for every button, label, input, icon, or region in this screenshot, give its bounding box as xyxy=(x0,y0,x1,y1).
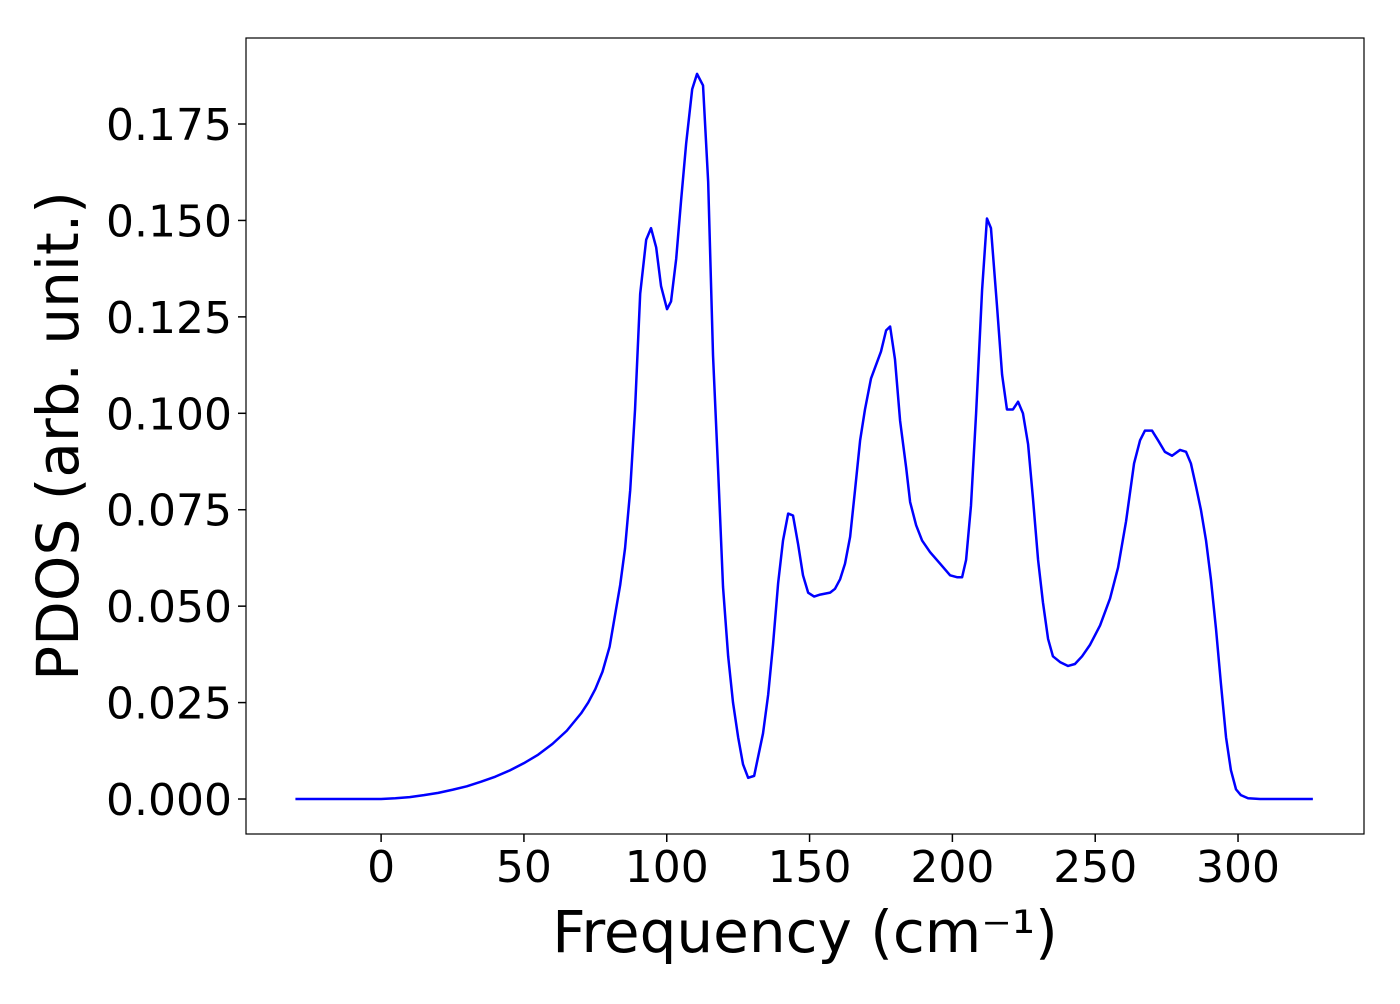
x-axis-label: Frequency (cm⁻¹) xyxy=(552,898,1058,966)
y-tick-label: 0.175 xyxy=(106,100,232,151)
y-tick-label: 0.150 xyxy=(106,196,232,247)
x-tick-label: 150 xyxy=(768,842,852,893)
plot-frame xyxy=(245,37,1365,835)
y-tick-label: 0.075 xyxy=(106,486,232,537)
y-tick-label: 0.050 xyxy=(106,582,232,633)
y-tick-label: 0.125 xyxy=(106,293,232,344)
x-tick-label: 0 xyxy=(367,842,395,893)
x-tick-label: 50 xyxy=(496,842,552,893)
y-tick-label: 0.000 xyxy=(106,775,232,826)
y-axis-label: PDOS (arb. unit.) xyxy=(24,191,92,681)
x-tick-label: 300 xyxy=(1196,842,1280,893)
x-tick-label: 200 xyxy=(910,842,994,893)
x-tick-label: 250 xyxy=(1053,842,1137,893)
y-tick-label: 0.025 xyxy=(106,679,232,730)
y-tick-label: 0.100 xyxy=(106,389,232,440)
line xyxy=(295,72,1313,801)
x-tick-label: 100 xyxy=(625,842,709,893)
